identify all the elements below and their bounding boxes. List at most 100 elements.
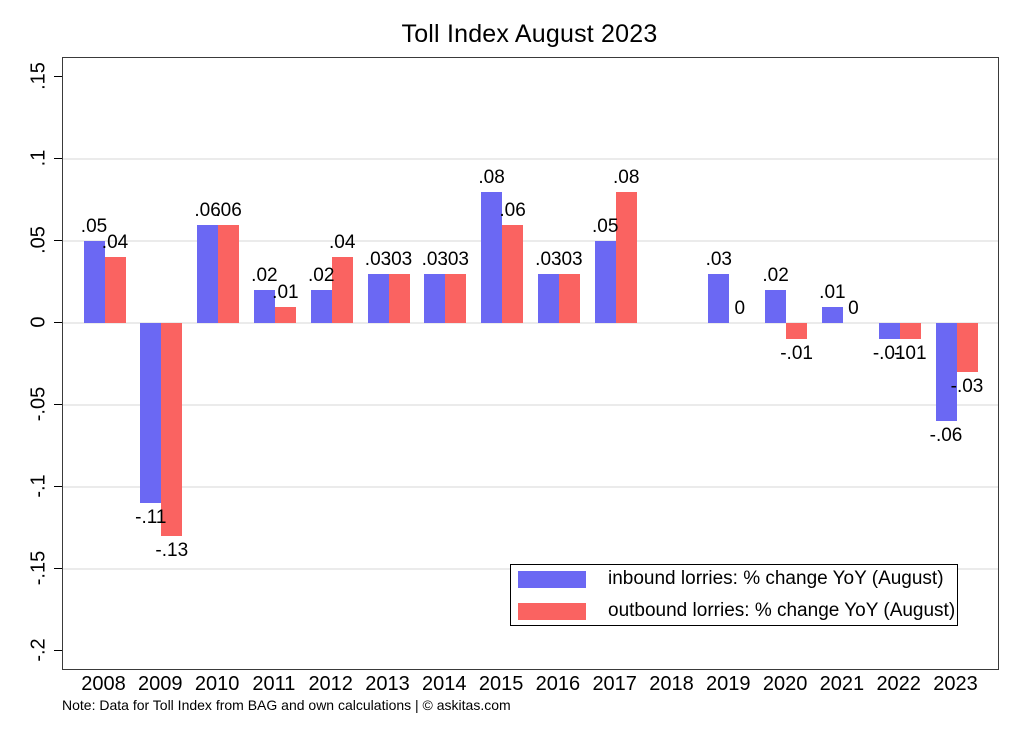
gridline [63, 321, 998, 324]
bar-outbound [104, 257, 126, 323]
bar-value-label: -.11 [135, 507, 167, 529]
bar-inbound [935, 322, 957, 422]
inbound-series-label: inbound lorries: % change YoY (August) [608, 568, 944, 589]
x-axis-label: 2011 [252, 673, 296, 695]
bar-outbound [786, 322, 808, 340]
x-axis-label: 2022 [876, 673, 921, 695]
y-axis-tick-label: .1 [27, 149, 50, 167]
bar-value-label: .03 [421, 248, 449, 270]
x-axis-label: 2010 [194, 673, 240, 695]
x-axis-label: 2008 [81, 673, 126, 695]
bar-inbound [821, 306, 843, 323]
bar-value-label: -.01 [872, 343, 906, 365]
y-axis-tick [54, 649, 62, 651]
footnote: Note: Data for Toll Index from BAG and o… [62, 697, 511, 713]
bar-outbound [331, 257, 353, 323]
bar-outbound [388, 273, 410, 323]
x-axis-label: 2023 [933, 673, 978, 695]
bar-value-label: .03 [364, 248, 392, 270]
x-axis-label: 2009 [138, 673, 183, 695]
bar-value-label: .05 [591, 216, 619, 238]
bar-value-label: .04 [101, 232, 129, 254]
y-axis-tick [54, 567, 62, 569]
bar-inbound [594, 241, 616, 323]
bar-value-label: .08 [612, 166, 640, 188]
bar-inbound [140, 322, 162, 504]
gridline [63, 158, 998, 160]
bar-value-label: .06 [215, 199, 242, 221]
y-axis-tick [54, 321, 62, 323]
bar-outbound [274, 306, 296, 323]
bar-value-label: .01 [819, 281, 846, 303]
outbound-series-swatch [518, 602, 586, 620]
bar-value-label: .08 [478, 166, 505, 188]
plot-area: inbound lorries: % change YoY (August) o… [62, 57, 999, 670]
bar-value-label: .06 [194, 199, 221, 221]
x-axis-label: 2013 [365, 673, 410, 695]
y-axis-tick [54, 158, 62, 159]
bar-inbound [367, 273, 389, 323]
bar-value-label: 0 [734, 298, 746, 319]
bar-value-label: -.06 [929, 425, 963, 447]
bar-value-label: .03 [535, 248, 562, 270]
outbound-series-label: outbound lorries: % change YoY (August) [608, 600, 956, 621]
bar-inbound [537, 273, 559, 323]
bar-value-label: .03 [556, 248, 583, 270]
x-axis-label: 2019 [706, 673, 751, 695]
gridline [63, 240, 998, 242]
bar-value-label: -.03 [950, 376, 984, 398]
bar-value-label: .03 [385, 248, 413, 270]
y-axis-tick-label: -.05 [27, 386, 50, 422]
bar-outbound [445, 273, 467, 323]
bar-inbound [310, 290, 332, 323]
y-axis-tick-label: -.1 [27, 474, 50, 498]
inbound-series-swatch [518, 570, 586, 588]
bar-outbound [615, 191, 637, 323]
x-axis-label: 2015 [478, 673, 524, 695]
y-axis-tick [54, 485, 62, 487]
bar-value-label: .02 [307, 265, 335, 287]
y-axis-tick [54, 76, 62, 78]
bar-value-label: -.01 [780, 343, 813, 365]
y-axis-tick-label: -.2 [27, 638, 50, 662]
x-axis-label: 2020 [762, 673, 808, 695]
bar-inbound [878, 322, 900, 340]
y-axis-tick-label: -.15 [27, 550, 50, 586]
bar-inbound [424, 273, 446, 323]
bar-value-label: -.13 [155, 540, 189, 562]
y-axis-tick [54, 240, 62, 241]
y-axis-tick-label: .05 [27, 226, 50, 254]
bar-outbound [502, 224, 524, 323]
gridline [63, 485, 998, 488]
bar-value-label: .03 [705, 248, 733, 270]
bar-value-label: .04 [328, 232, 356, 254]
bar-inbound [83, 241, 105, 323]
legend-item-inbound: inbound lorries: % change YoY (August) [518, 568, 957, 590]
bar-value-label: .01 [272, 281, 299, 303]
bar-value-label: .03 [442, 248, 470, 270]
bar-inbound [481, 191, 503, 323]
bar-outbound [218, 224, 240, 323]
bar-value-label: .05 [80, 216, 108, 238]
bar-value-label: -.01 [893, 343, 927, 365]
bar-outbound [899, 322, 921, 340]
y-axis-tick-label: 0 [27, 316, 50, 328]
bar-inbound [253, 290, 275, 323]
x-axis-label: 2012 [308, 673, 353, 695]
y-axis-tick-label: .15 [27, 62, 50, 90]
x-axis-label: 2021 [819, 673, 865, 695]
x-axis-label: 2017 [592, 673, 637, 695]
bar-value-label: 0 [848, 298, 859, 319]
bar-value-label: .02 [251, 265, 278, 287]
x-axis-label: 2018 [649, 673, 694, 695]
gridline [63, 403, 998, 406]
y-axis-tick [54, 403, 62, 405]
bar-value-label: .06 [499, 199, 526, 221]
bar-value-label: .02 [762, 265, 789, 287]
bar-inbound [708, 273, 730, 323]
bar-inbound [197, 224, 219, 323]
legend-item-outbound: outbound lorries: % change YoY (August) [518, 600, 957, 622]
bar-outbound [161, 322, 183, 537]
chart-title: Toll Index August 2023 [401, 20, 658, 48]
